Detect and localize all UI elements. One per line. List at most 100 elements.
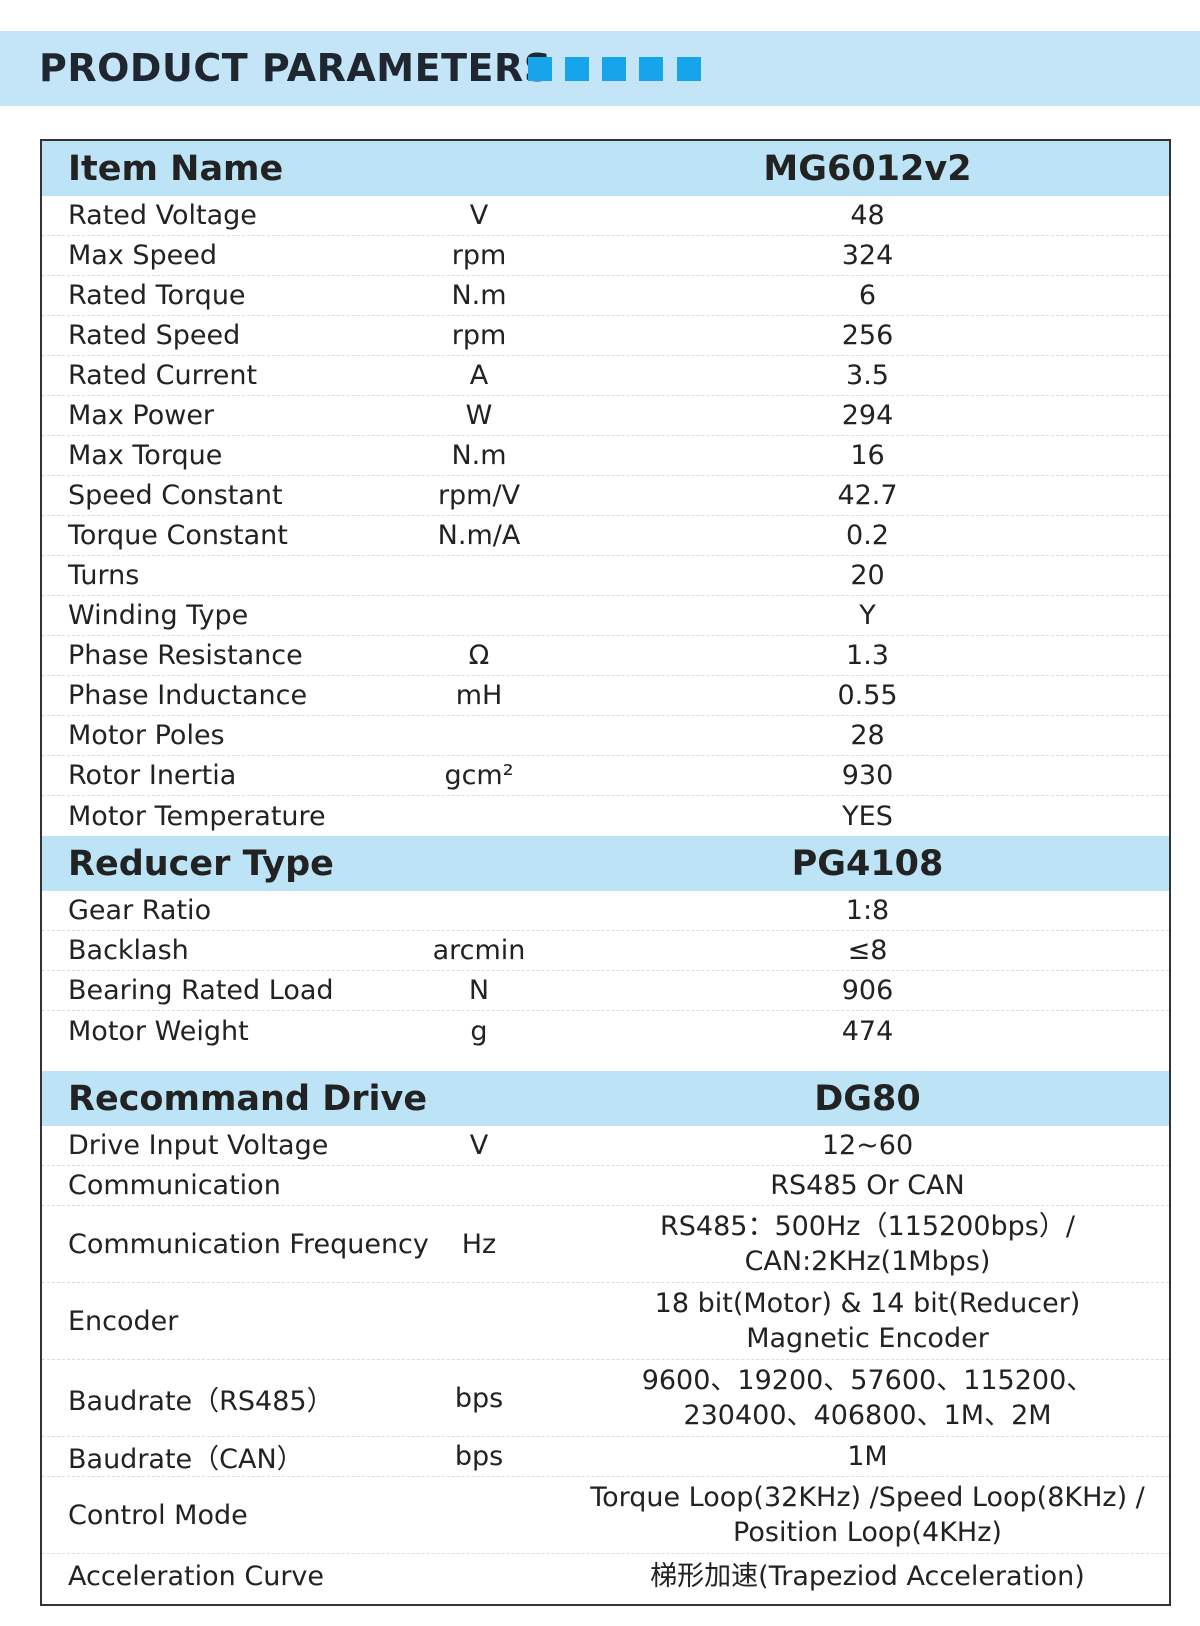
- param-value: 906: [841, 975, 894, 1006]
- section-value: DG80: [814, 1078, 921, 1119]
- spacer: [42, 1051, 1169, 1071]
- param-name: Phase Inductance: [68, 680, 308, 711]
- table-row: Rated Torque N.m 6: [42, 276, 1169, 316]
- table-row: Max Torque N.m 16: [42, 436, 1169, 476]
- section-title: Reducer Type: [68, 843, 334, 884]
- table-row: Phase Resistance Ω 1.3: [42, 636, 1169, 676]
- param-value: 梯形加速(Trapeziod Acceleration): [650, 1560, 1085, 1592]
- param-name: Drive Input Voltage: [68, 1130, 329, 1161]
- param-name: Phase Resistance: [68, 640, 303, 671]
- section-title: Recommand Drive: [68, 1078, 428, 1119]
- param-value: 9600、19200、57600、115200、 230400、406800、1M…: [566, 1363, 1169, 1433]
- table-row: Rated Current A 3.5: [42, 356, 1169, 396]
- param-value: YES: [842, 800, 893, 832]
- table-row: Turns 20: [42, 556, 1169, 596]
- section-value: MG6012v2: [763, 148, 972, 189]
- param-unit: gcm²: [444, 760, 514, 791]
- param-name: Rated Torque: [68, 280, 246, 311]
- param-unit: Hz: [461, 1228, 497, 1260]
- param-value: 1M: [847, 1441, 888, 1472]
- param-unit: V: [469, 1130, 489, 1161]
- table-row: Backlash arcmin ≤8: [42, 931, 1169, 971]
- param-value: 16: [850, 440, 885, 471]
- param-value: 1.3: [846, 640, 889, 671]
- param-name: Max Power: [68, 400, 215, 431]
- param-unit: rpm: [451, 240, 507, 271]
- param-value: RS485 Or CAN: [770, 1170, 965, 1201]
- param-value: 1:8: [845, 895, 890, 926]
- page-title: PRODUCT PARAMETERS: [39, 46, 552, 90]
- table-row: Bearing Rated Load N 906: [42, 971, 1169, 1011]
- table-row: Rated Speed rpm 256: [42, 316, 1169, 356]
- decor-square: [528, 57, 552, 81]
- value-line: Magnetic Encoder: [746, 1323, 989, 1354]
- param-unit: W: [465, 400, 493, 431]
- param-name: Control Mode: [68, 1499, 248, 1531]
- param-value: ≤8: [847, 935, 888, 966]
- param-name: Motor Temperature: [68, 800, 326, 832]
- value-line: Position Loop(4KHz): [733, 1517, 1002, 1548]
- param-unit: V: [469, 200, 489, 231]
- decor-square: [565, 57, 589, 81]
- table-row: Motor Poles 28: [42, 716, 1169, 756]
- value-line: 9600、19200、57600、115200、: [641, 1365, 1094, 1396]
- param-value: Y: [859, 600, 876, 631]
- table-row: Max Power W 294: [42, 396, 1169, 436]
- param-name: Winding Type: [68, 600, 249, 631]
- param-value: 3.5: [846, 360, 889, 391]
- table-row: Speed Constant rpm/V 42.7: [42, 476, 1169, 516]
- param-unit: mH: [455, 680, 503, 711]
- section-header: Reducer Type PG4108: [42, 836, 1169, 891]
- param-name: Turns: [68, 560, 140, 591]
- param-value: 930: [841, 760, 894, 791]
- table-row: Encoder 18 bit(Motor) & 14 bit(Reducer) Ma…: [42, 1283, 1169, 1360]
- value-line: RS485：500Hz（115200bps）/: [660, 1211, 1075, 1242]
- param-value: 28: [850, 720, 885, 751]
- param-name: Encoder: [68, 1305, 179, 1337]
- param-name: Communication: [68, 1170, 281, 1201]
- param-unit: Ω: [468, 640, 490, 671]
- value-line: 230400、406800、1M、2M: [683, 1400, 1052, 1431]
- param-name: Gear Ratio: [68, 895, 212, 926]
- table-row: Communication Frequency Hz RS485：500Hz（115…: [42, 1206, 1169, 1283]
- param-name: Speed Constant: [68, 480, 283, 511]
- table-row: Torque Constant N.m/A 0.2: [42, 516, 1169, 556]
- table-row: Baudrate（RS485） bps 9600、19200、57600、11520…: [42, 1360, 1169, 1437]
- param-value: 0.2: [846, 520, 889, 551]
- param-name: Rated Speed: [68, 320, 241, 351]
- param-name: Rotor Inertia: [68, 760, 237, 791]
- param-unit: N.m: [451, 440, 507, 471]
- param-name: Baudrate（RS485）: [68, 1385, 334, 1417]
- table-row: Motor Temperature YES: [42, 796, 1169, 836]
- header-band: PRODUCT PARAMETERS: [0, 31, 1200, 106]
- param-name: Acceleration Curve: [68, 1560, 325, 1592]
- param-value: 12~60: [821, 1130, 914, 1161]
- param-name: Bearing Rated Load: [68, 975, 334, 1006]
- table-row: Gear Ratio 1:8: [42, 891, 1169, 931]
- param-value: 0.55: [837, 680, 898, 711]
- decor-square: [639, 57, 663, 81]
- param-unit: N.m: [451, 280, 507, 311]
- param-value: 474: [841, 1015, 894, 1047]
- param-name: Motor Weight: [68, 1015, 249, 1047]
- param-unit: bps: [454, 1441, 504, 1472]
- table-row: Control Mode Torque Loop(32KHz) /Speed Lo…: [42, 1477, 1169, 1554]
- param-name: Backlash: [68, 935, 189, 966]
- table-row: Acceleration Curve 梯形加速(Trapeziod Acceler…: [42, 1554, 1169, 1598]
- table-row: Rotor Inertia gcm² 930: [42, 756, 1169, 796]
- param-value: 324: [841, 240, 894, 271]
- table-row: Motor Weight g 474: [42, 1011, 1169, 1051]
- value-line: CAN:2KHz(1Mbps): [744, 1246, 991, 1277]
- table-row: Max Speed rpm 324: [42, 236, 1169, 276]
- param-unit: arcmin: [432, 935, 526, 966]
- section-header: Item Name MG6012v2: [42, 141, 1169, 196]
- param-value: 18 bit(Motor) & 14 bit(Reducer) Magnetic …: [566, 1286, 1169, 1356]
- table-row: Winding Type Y: [42, 596, 1169, 636]
- param-unit: N.m/A: [437, 520, 521, 551]
- param-value: Torque Loop(32KHz) /Speed Loop(8KHz) / Po…: [566, 1480, 1169, 1550]
- table-row: Communication RS485 Or CAN: [42, 1166, 1169, 1206]
- param-name: Motor Poles: [68, 720, 225, 751]
- param-value: 48: [850, 200, 885, 231]
- param-value: RS485：500Hz（115200bps）/ CAN:2KHz(1Mbps): [566, 1209, 1169, 1279]
- param-name: Max Speed: [68, 240, 218, 271]
